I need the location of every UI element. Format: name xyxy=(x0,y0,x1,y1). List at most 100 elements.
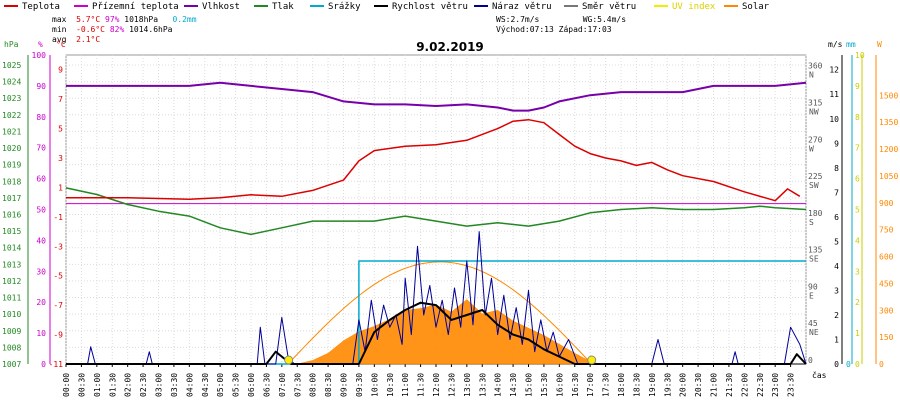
direction-tick-label: 315 xyxy=(808,99,823,108)
summary-stats: max 5.7°C 97% 1018hPa 0.2mm min -0.6°C 8… xyxy=(52,15,197,45)
uv-tick-label: 0 xyxy=(855,360,860,369)
x-tick-label: 16:00 xyxy=(555,373,564,397)
direction-compass-label: NW xyxy=(809,108,819,117)
direction-tick-label: 360 xyxy=(808,62,823,71)
x-tick-label: 19:30 xyxy=(663,373,672,397)
x-tick-label: 03:00 xyxy=(155,373,164,397)
min-pressure: 1014.6hPa xyxy=(129,25,173,34)
x-tick-label: 11:30 xyxy=(417,373,426,397)
min-temp: -0.6°C xyxy=(76,25,105,34)
wind-tick-label: 4 xyxy=(834,262,839,271)
legend: Teplota Přízemní teplota Vlhkost Tlak Sr… xyxy=(0,0,900,16)
temperature-tick-label: -1 xyxy=(53,213,63,222)
legend-label: Rychlost větru xyxy=(392,2,468,12)
x-tick-label: 15:00 xyxy=(525,373,534,397)
wind-speed-avg: WS:2.7m/s xyxy=(496,15,540,24)
humidity-axis-label: % xyxy=(38,40,43,49)
x-tick-label: 08:30 xyxy=(324,373,333,397)
uv-tick-label: 3 xyxy=(855,267,860,276)
x-tick-label: 05:30 xyxy=(232,373,241,397)
legend-swatch xyxy=(564,4,578,7)
min-humidity: 82% xyxy=(109,25,125,34)
wind-tick-label: 3 xyxy=(834,286,839,295)
x-tick-label: 23:30 xyxy=(787,373,796,397)
x-tick-label: 22:00 xyxy=(740,373,749,397)
pressure-tick-label: 1010 xyxy=(2,310,21,319)
legend-teplota: Teplota xyxy=(4,2,60,12)
legend-swatch xyxy=(374,4,388,7)
direction-compass-label: W xyxy=(809,144,814,153)
x-tick-label: 14:30 xyxy=(509,373,518,397)
x-tick-label: 02:30 xyxy=(139,373,148,397)
humidity-line xyxy=(66,81,807,112)
x-tick-label: 20:00 xyxy=(679,373,688,397)
pressure-tick-label: 1009 xyxy=(2,327,21,336)
wind-gust-max: WG:5.4m/s xyxy=(582,15,627,24)
max-rain: 0.2mm xyxy=(172,15,197,24)
legend-smer-vetru: Směr větru xyxy=(564,2,636,12)
x-tick-label: 00:30 xyxy=(77,373,86,397)
temperature-tick-label: -7 xyxy=(53,301,63,310)
x-tick-label: 23:00 xyxy=(771,373,780,397)
x-tick-label: 17:30 xyxy=(602,373,611,397)
x-tick-label: 18:00 xyxy=(617,373,626,397)
humidity-tick-label: 80 xyxy=(36,113,46,122)
x-tick-label: 08:00 xyxy=(309,373,318,397)
humidity-tick-label: 50 xyxy=(36,206,46,215)
x-tick-label: 02:00 xyxy=(124,373,133,397)
pressure-tick-label: 1023 xyxy=(2,94,21,103)
x-tick-label: 05:00 xyxy=(216,373,225,397)
uv-tick-label: 8 xyxy=(855,113,860,122)
summary-avg-row: avg 2.1°C xyxy=(52,35,197,45)
wind-tick-label: 7 xyxy=(834,188,839,197)
direction-tick-label: 180 xyxy=(808,209,823,218)
solar-tick-label: 150 xyxy=(879,333,894,342)
solar-tick-label: 750 xyxy=(879,226,894,235)
x-tick-label: 21:30 xyxy=(725,373,734,397)
direction-tick-label: 225 xyxy=(808,172,823,181)
solar-tick-label: 1500 xyxy=(879,91,898,100)
humidity-tick-label: 100 xyxy=(32,51,47,60)
pressure-tick-label: 1018 xyxy=(2,177,21,186)
temperature-axis-label: °C xyxy=(56,40,66,49)
direction-compass-label: N xyxy=(809,71,814,80)
solar-tick-label: 450 xyxy=(879,279,894,288)
summary-max-row: max 5.7°C 97% 1018hPa 0.2mm xyxy=(52,15,197,25)
x-tick-label: 00:00 xyxy=(62,373,71,397)
wind-tick-label: 12 xyxy=(829,66,839,75)
legend-uv-index: UV index xyxy=(654,2,715,12)
humidity-tick-label: 60 xyxy=(36,175,46,184)
temperature-tick-label: 7 xyxy=(58,95,63,104)
pressure-tick-label: 1017 xyxy=(2,194,21,203)
x-tick-label: 07:30 xyxy=(293,373,302,397)
stat-label: max xyxy=(52,15,67,24)
wind-tick-label: 9 xyxy=(834,139,839,148)
legend-label: Solar xyxy=(742,2,770,12)
uv-tick-label: 6 xyxy=(855,175,860,184)
humidity-tick-label: 30 xyxy=(36,267,46,276)
legend-swatch xyxy=(654,4,668,7)
solar-max-curve xyxy=(287,261,591,365)
legend-srazky: Srážky xyxy=(310,2,361,12)
legend-prizemni-teplota: Přízemní teplota xyxy=(74,2,179,12)
solar-tick-label: 1350 xyxy=(879,118,898,127)
pressure-tick-label: 1019 xyxy=(2,161,21,170)
legend-label: Tlak xyxy=(272,2,294,12)
legend-label: Směr větru xyxy=(582,2,637,12)
x-tick-label: 21:00 xyxy=(710,373,719,397)
legend-rychlost-vetru: Rychlost větru xyxy=(374,2,468,12)
temperature-tick-label: 3 xyxy=(58,154,63,163)
pressure-tick-label: 1015 xyxy=(2,227,21,236)
legend-solar: Solar xyxy=(724,2,769,12)
pressure-tick-label: 1025 xyxy=(2,61,21,70)
temperature-line xyxy=(66,118,801,202)
temperature-tick-label: -9 xyxy=(53,331,63,340)
stat-label: min xyxy=(52,25,67,34)
solar-tick-label: 300 xyxy=(879,306,894,315)
direction-tick-label: 270 xyxy=(808,135,823,144)
x-tick-label: 01:30 xyxy=(108,373,117,397)
max-humidity: 97% xyxy=(105,15,120,24)
direction-compass-label: NE xyxy=(809,328,819,337)
max-temp: 5.7°C xyxy=(76,15,101,24)
x-tick-label: 15:30 xyxy=(540,373,549,397)
